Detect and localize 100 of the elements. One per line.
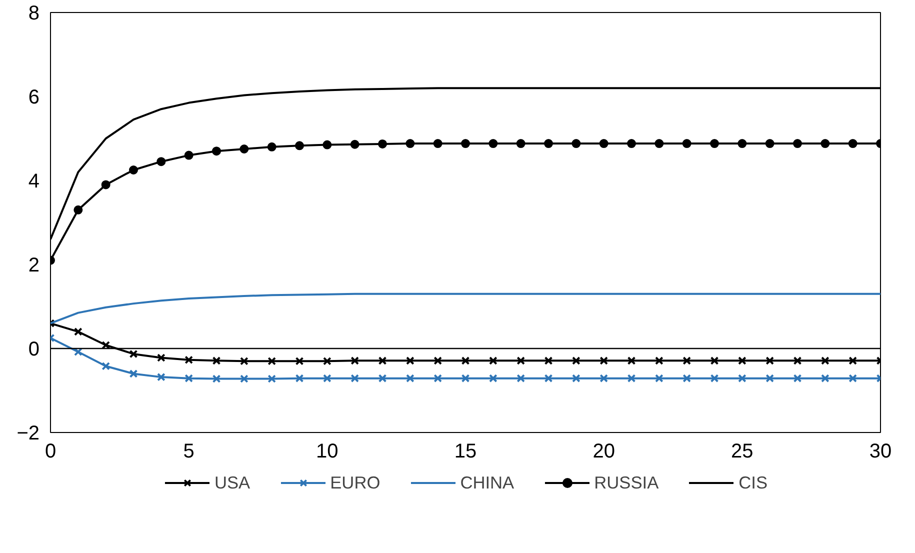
point <box>378 139 387 148</box>
point <box>572 374 580 382</box>
point <box>848 374 858 382</box>
point <box>322 374 332 382</box>
point <box>212 374 221 383</box>
point <box>654 374 664 382</box>
point <box>765 139 774 148</box>
point <box>350 356 360 365</box>
point <box>350 374 360 382</box>
point <box>599 139 608 148</box>
x-tick-label: 0 <box>44 440 56 462</box>
point <box>295 374 304 382</box>
point <box>295 141 304 150</box>
point <box>434 356 442 365</box>
point <box>102 362 110 370</box>
point <box>156 372 166 382</box>
point <box>101 180 110 190</box>
point <box>488 139 498 148</box>
point <box>240 356 248 366</box>
x-tick-label: 5 <box>183 440 194 462</box>
point <box>129 166 138 174</box>
point <box>184 150 194 160</box>
point <box>848 139 858 148</box>
point <box>184 374 194 382</box>
point <box>710 374 719 382</box>
point <box>516 374 526 382</box>
y-tick-label: −2 <box>16 422 40 444</box>
line-series <box>50 292 880 324</box>
point <box>461 139 470 148</box>
point <box>433 139 442 148</box>
point <box>738 139 747 148</box>
point <box>212 146 221 156</box>
point <box>682 139 692 148</box>
point <box>600 374 608 382</box>
y-tick-label: 2 <box>28 254 40 276</box>
legend-label: EURO <box>330 472 380 493</box>
x-tick-label: 25 <box>731 440 754 462</box>
point <box>793 139 802 148</box>
point <box>766 374 774 382</box>
point <box>516 139 526 148</box>
point <box>156 157 166 166</box>
point <box>820 374 830 382</box>
point <box>793 356 802 365</box>
point <box>406 374 414 382</box>
point <box>406 139 415 148</box>
point <box>240 374 248 383</box>
legend-label: RUSSIA <box>594 472 659 493</box>
point <box>74 205 83 214</box>
point <box>434 374 442 382</box>
point <box>627 139 636 148</box>
point <box>212 356 221 365</box>
point <box>627 374 636 382</box>
point <box>295 356 304 366</box>
point <box>156 354 166 362</box>
point <box>406 356 414 365</box>
point <box>322 140 332 150</box>
point <box>738 356 746 365</box>
point <box>544 356 553 365</box>
x-tick-label: 15 <box>454 440 477 462</box>
point <box>129 350 138 358</box>
x-tick-label: 30 <box>869 440 892 462</box>
point <box>268 374 276 383</box>
legend-label: CHINA <box>460 472 514 493</box>
legend-label: USA <box>214 472 250 493</box>
point <box>820 356 830 365</box>
point <box>682 356 692 365</box>
point <box>461 356 470 365</box>
y-tick-label: 6 <box>28 86 40 108</box>
point <box>378 356 387 365</box>
point <box>572 356 580 365</box>
point <box>654 139 664 148</box>
point <box>627 356 636 365</box>
x-tick-label: 10 <box>316 440 338 462</box>
point <box>129 370 138 378</box>
y-tick-label: 8 <box>28 2 40 24</box>
point <box>350 140 360 149</box>
point <box>240 144 249 154</box>
point <box>572 139 581 148</box>
x-tick-label: 20 <box>592 440 615 462</box>
legend-label: CIS <box>738 472 768 493</box>
point <box>848 356 858 365</box>
point <box>461 374 470 382</box>
point <box>267 142 276 152</box>
point <box>184 356 194 364</box>
point <box>654 356 664 365</box>
point <box>820 139 830 148</box>
point <box>738 374 746 382</box>
point <box>544 374 553 382</box>
y-tick-label: 0 <box>28 338 40 360</box>
point <box>710 139 719 148</box>
point <box>74 328 82 336</box>
point <box>600 356 608 365</box>
y-tick-label: 4 <box>28 170 40 192</box>
point <box>710 356 719 365</box>
point <box>488 374 498 382</box>
point <box>544 139 553 148</box>
point <box>322 356 332 366</box>
point <box>766 356 774 365</box>
point <box>516 356 526 365</box>
point <box>793 374 802 382</box>
